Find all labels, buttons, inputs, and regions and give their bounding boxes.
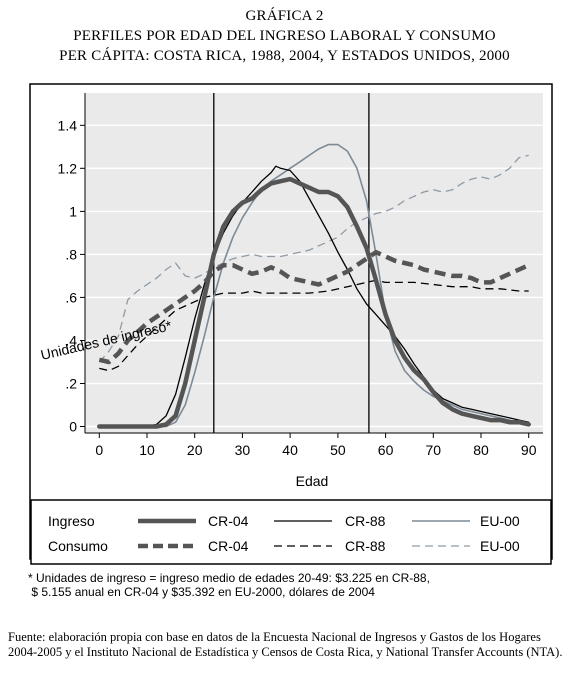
series-ingreso-cr88 (98, 165, 530, 428)
y-tick-label: 1 (69, 203, 77, 219)
x-tick-label: 70 (426, 442, 442, 458)
legend-entry-consumo-cr04: CR-04 (208, 538, 249, 554)
legend-entry-consumo-cr88: CR-88 (345, 538, 386, 554)
plot-background (85, 93, 543, 433)
y-tick-label: .8 (65, 246, 77, 262)
grid-lines (85, 124, 543, 428)
series-ingreso-cr04 (97, 176, 531, 429)
y-axis-ticks: 0 .2 .4 .6 .8 1 1.2 1.4 (58, 117, 85, 435)
source-note: Fuente: elaboración propia con base en d… (8, 630, 563, 659)
x-tick-label: 20 (187, 442, 203, 458)
y-tick-label: .4 (65, 333, 77, 349)
legend-box (30, 499, 552, 565)
series-consumo-cr04 (98, 249, 530, 365)
x-tick-label: 90 (521, 442, 537, 458)
series-consumo-eu00 (98, 154, 529, 363)
series-ingreso-eu00 (98, 143, 530, 428)
chart-title-line1: PERFILES POR EDAD DEL INGRESO LABORAL Y … (73, 28, 496, 44)
x-tick-label: 10 (139, 442, 155, 458)
legend-entry-ingreso-eu00: EU-00 (480, 513, 520, 529)
legend-entry-ingreso-cr88: CR-88 (345, 513, 386, 529)
x-tick-label: 50 (330, 442, 346, 458)
footnote-line2: $ 5.155 anual en CR-04 y $35.392 en EU-2… (28, 585, 375, 599)
x-tick-label: 0 (95, 442, 103, 458)
y-tick-label: 1.4 (58, 117, 78, 133)
x-axis-label: Edad (296, 473, 329, 489)
y-tick-label: 1.2 (58, 160, 78, 176)
x-tick-label: 60 (378, 442, 394, 458)
footnote-line1: * Unidades de ingreso = ingreso medio de… (28, 571, 430, 585)
legend-entry-consumo-eu00: EU-00 (480, 538, 520, 554)
legend-row-label-consumo: Consumo (48, 538, 108, 554)
y-tick-label: .2 (65, 376, 77, 392)
legend-row-label-ingreso: Ingreso (48, 513, 95, 529)
legend-entry-ingreso-cr04: CR-04 (208, 513, 249, 529)
y-tick-label: .6 (65, 289, 77, 305)
x-tick-label: 30 (235, 442, 251, 458)
x-axis-ticks: 0 10 20 30 40 50 60 70 80 90 (95, 433, 537, 458)
x-tick-label: 40 (282, 442, 298, 458)
x-tick-label: 80 (473, 442, 489, 458)
chart-title-line2: PER CÁPITA: COSTA RICA, 1988, 2004, Y ES… (59, 48, 510, 64)
footnote: * Unidades de ingreso = ingreso medio de… (28, 571, 430, 599)
series-lines (97, 143, 531, 429)
legend: Ingreso Consumo CR-04 CR-88 EU-00 CR-04 … (30, 499, 552, 565)
chart-number: GRÁFICA 2 (245, 8, 324, 24)
series-consumo-cr88 (99, 279, 529, 372)
y-tick-label: 0 (69, 419, 77, 435)
